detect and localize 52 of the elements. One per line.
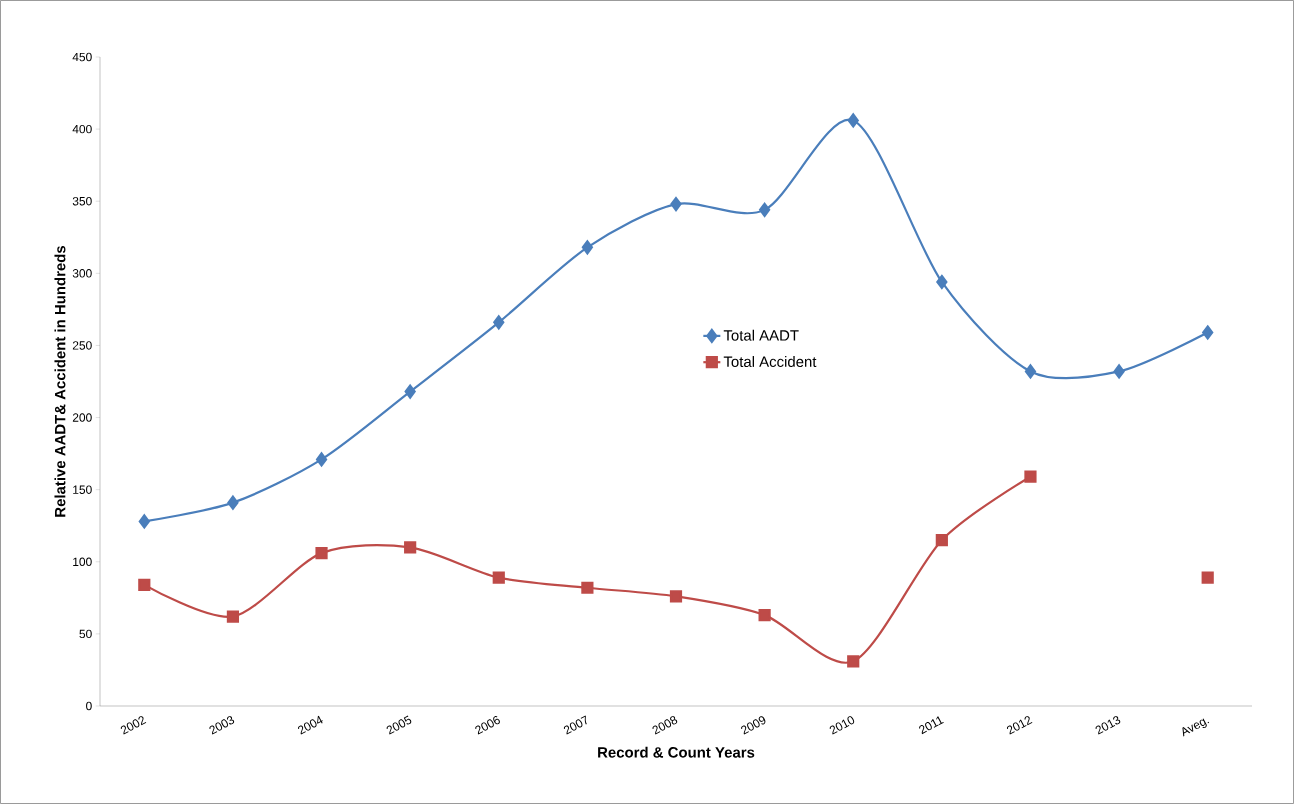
- x-tick-label: 2004: [298, 715, 323, 735]
- y-tick-label: 50: [79, 629, 92, 639]
- x-tick-label: 2013: [1095, 716, 1121, 735]
- y-tick-label: 0: [86, 701, 92, 711]
- legend-label: Total AADT: [723, 329, 799, 341]
- point: [1024, 364, 1037, 379]
- point: [227, 495, 239, 510]
- y-tick-label: 250: [72, 341, 92, 350]
- point: [669, 590, 683, 603]
- y-tick-label: 350: [72, 196, 92, 206]
- x-tick-label: 2006: [475, 716, 500, 735]
- point: [404, 384, 416, 399]
- y-tick-label: 400: [72, 124, 92, 134]
- y-tick-label: 150: [73, 485, 92, 494]
- point: [226, 610, 240, 623]
- point: [759, 202, 771, 217]
- x-tick-label: 2009: [741, 716, 766, 735]
- point: [670, 197, 682, 212]
- point: [581, 240, 593, 255]
- x-tick-label: 2007: [563, 715, 587, 735]
- x-axis-title: Record & Count Years: [598, 746, 755, 758]
- point: [581, 581, 594, 594]
- point: [847, 113, 859, 128]
- point: [138, 578, 151, 591]
- y-axis-title: Relative AADT& Accident in Hundreds: [54, 245, 66, 517]
- point: [758, 609, 771, 622]
- point: [1113, 364, 1125, 379]
- point: [936, 274, 948, 290]
- x-tick-label: 2003: [209, 716, 235, 735]
- y-tick-label: 300: [72, 269, 92, 278]
- x-tick-label: 2005: [386, 715, 412, 735]
- point: [492, 571, 505, 584]
- legend-label: Total Accident: [723, 356, 817, 368]
- x-tick-label: 2002: [120, 716, 147, 735]
- point: [138, 514, 150, 529]
- point: [935, 534, 948, 547]
- point: [315, 547, 328, 560]
- point: [493, 315, 505, 330]
- point: [1201, 571, 1214, 584]
- x-tick-label: Aveg.: [1182, 718, 1210, 737]
- x-tick-label: 2008: [652, 716, 678, 735]
- x-tick-label: 2010: [829, 716, 855, 735]
- y-tick-label: 450: [72, 52, 92, 62]
- point: [847, 655, 860, 668]
- x-tick-label: 2011: [919, 716, 944, 735]
- y-tick-label: 200: [72, 413, 92, 422]
- x-tick-label: 2012: [1006, 716, 1033, 735]
- point: [315, 452, 328, 467]
- point: [1202, 325, 1214, 340]
- y-tick-label: 100: [73, 557, 92, 566]
- point: [404, 541, 417, 554]
- point: [1024, 470, 1037, 483]
